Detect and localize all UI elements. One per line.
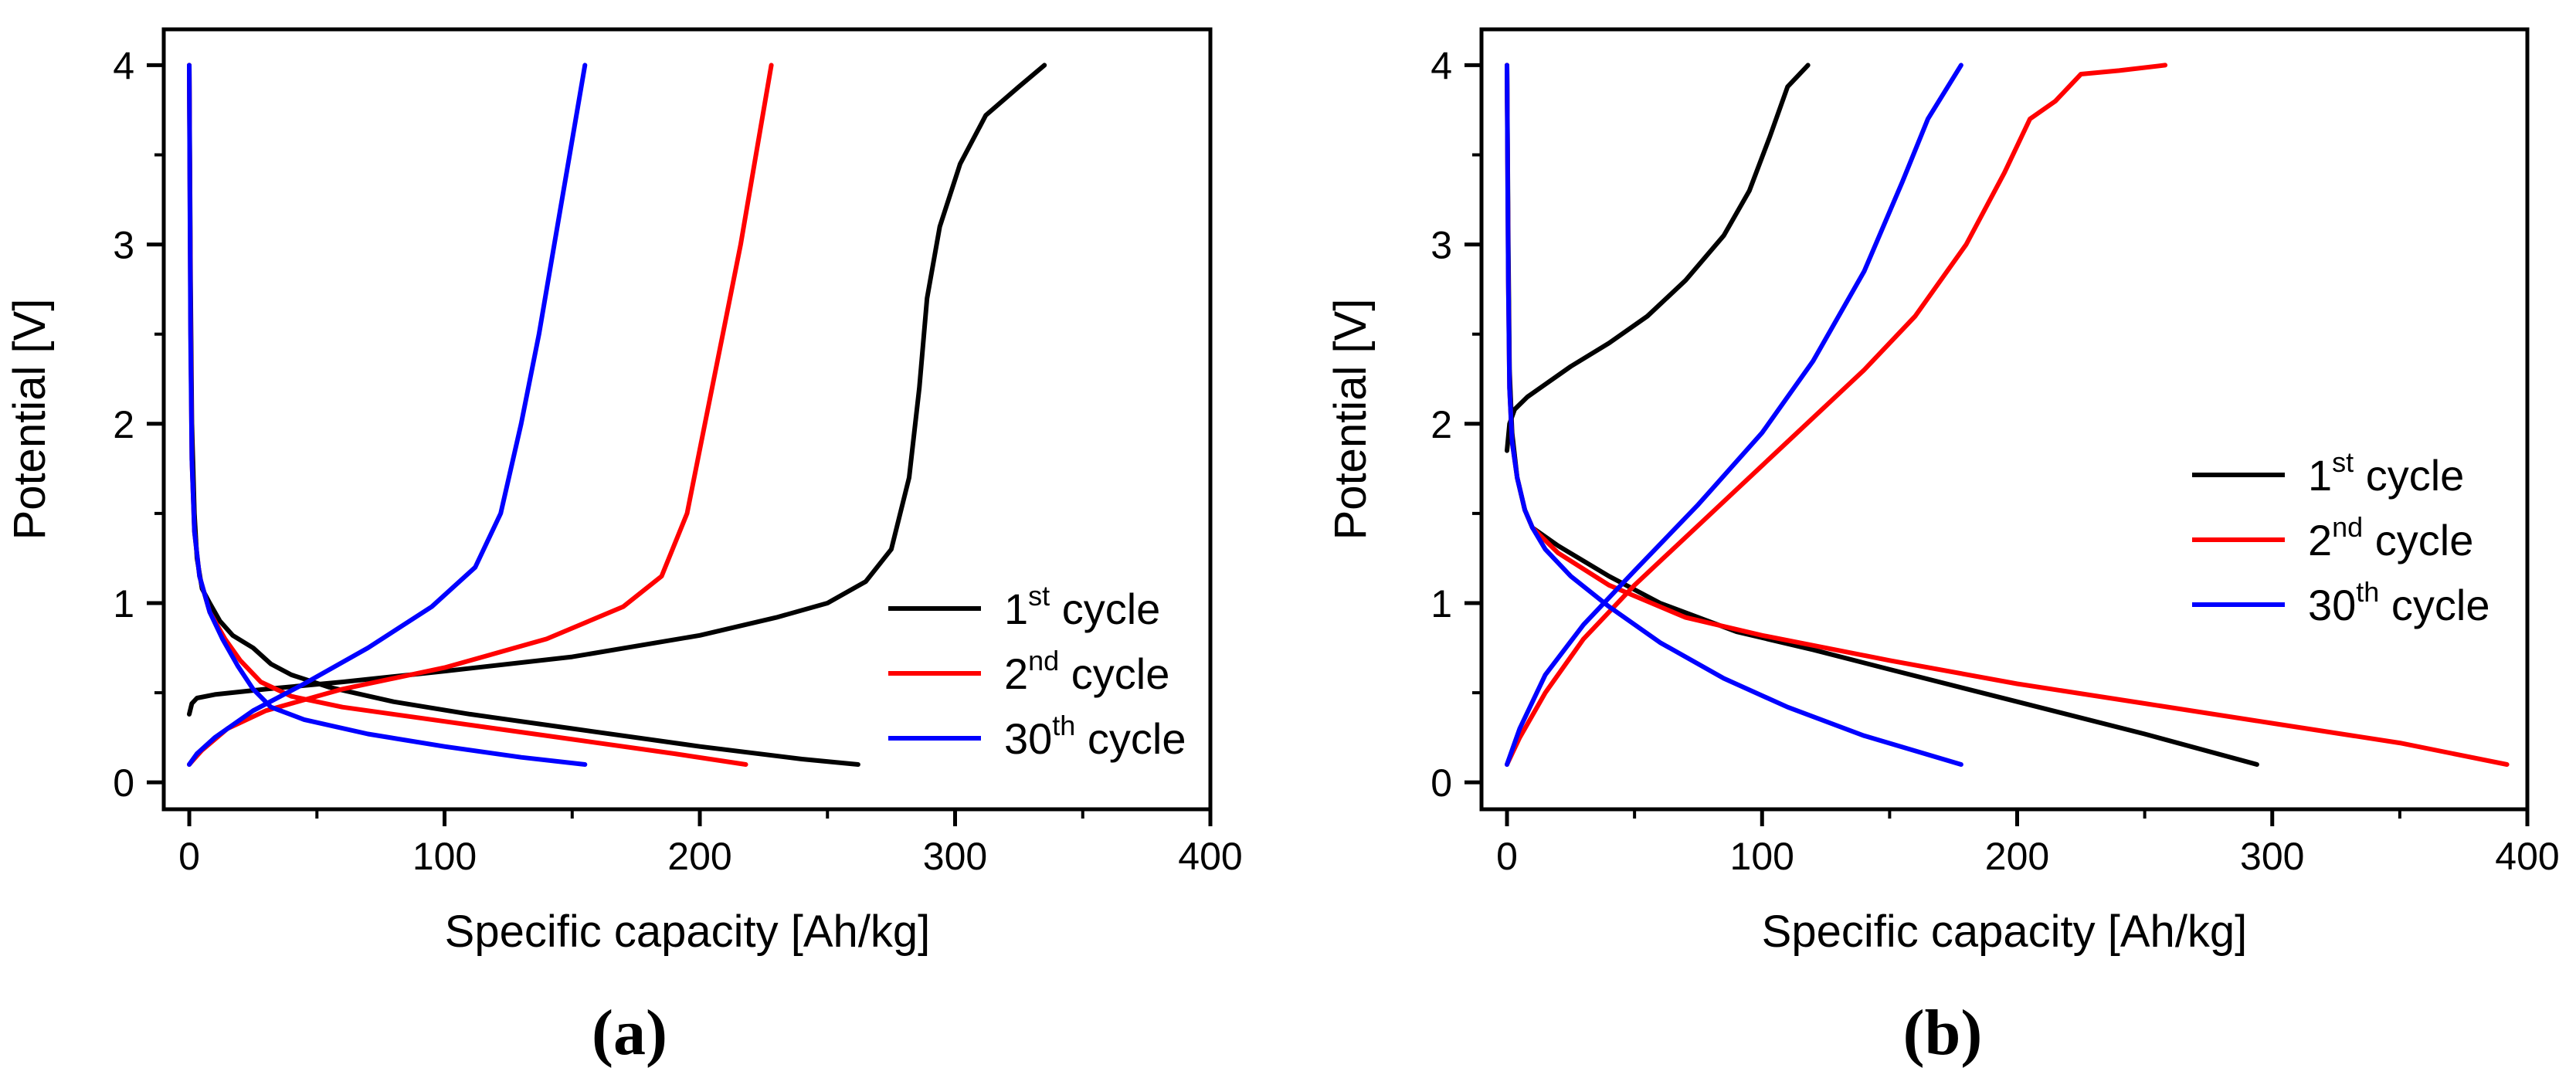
chart-panel-b: 0 100 200 300 400 0 1 2 3 4 Specific capacity [Ah/… — [1325, 27, 2560, 1069]
y-tick-label: 4 — [113, 44, 134, 87]
y-tick-label: 1 — [113, 582, 134, 625]
series-line-2-charge — [187, 63, 774, 767]
chart-panel-a: 0 100 200 300 400 0 1 2 3 4 Specific capacity [Ah/… — [5, 27, 1243, 1069]
y-tick-label: 2 — [113, 403, 134, 446]
y-tick-label: 1 — [1431, 582, 1452, 625]
y-tick-label: 3 — [113, 224, 134, 267]
y-tick-label: 3 — [1431, 224, 1452, 267]
panel-label: (a) — [592, 997, 667, 1069]
y-axis-title: Potential [V] — [1325, 299, 1376, 541]
x-tick-label: 300 — [2240, 835, 2304, 878]
x-tick-label: 300 — [923, 835, 987, 878]
y-axis-title: Potential [V] — [5, 299, 55, 541]
y-tick-label: 0 — [1431, 761, 1452, 805]
legend-label: 2nd cycle — [1004, 645, 1169, 698]
plot-frame — [1479, 27, 2530, 812]
series-line-2-charge — [1505, 63, 2168, 767]
legend-label: 1st cycle — [2308, 446, 2464, 500]
series-line-30-discharge — [187, 63, 588, 767]
y-tick-label: 2 — [1431, 403, 1452, 446]
series-line-1-charge — [1505, 63, 1811, 453]
x-tick-label: 400 — [1178, 835, 1242, 878]
x-tick-label: 100 — [1730, 835, 1794, 878]
x-tick-label: 200 — [1985, 835, 2049, 878]
legend-label: 30th cycle — [2308, 576, 2489, 629]
y-tick-label: 4 — [1431, 44, 1452, 87]
series-line-1-charge — [187, 63, 1047, 717]
x-tick-label: 0 — [1496, 835, 1518, 878]
x-tick-label: 400 — [2495, 835, 2559, 878]
legend-label: 2nd cycle — [2308, 511, 2473, 564]
legend-label: 30th cycle — [1004, 710, 1186, 763]
series-line-30-charge — [187, 63, 588, 767]
y-tick-label: 0 — [113, 761, 134, 805]
series-line-30-discharge — [1505, 63, 1963, 767]
legend-label: 1st cycle — [1004, 580, 1160, 633]
panel-label: (b) — [1903, 997, 1983, 1069]
x-tick-label: 100 — [412, 835, 477, 878]
series-line-30-charge — [1505, 63, 1963, 767]
x-axis-title: Specific capacity [Ah/kg] — [1762, 907, 2248, 957]
x-axis-title: Specific capacity [Ah/kg] — [445, 907, 931, 957]
plot-frame — [161, 27, 1213, 812]
x-tick-label: 200 — [667, 835, 731, 878]
x-tick-label: 0 — [178, 835, 200, 878]
